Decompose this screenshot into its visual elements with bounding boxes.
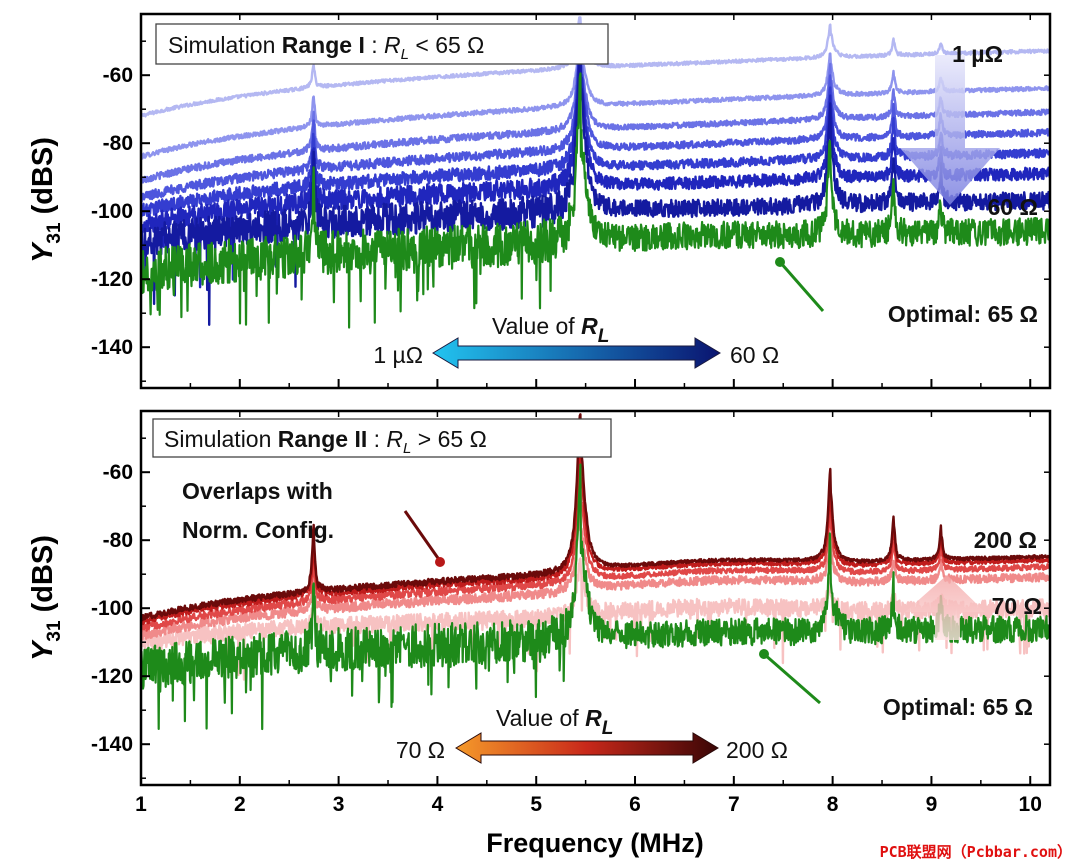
overlap-line-1: Overlaps with (182, 478, 333, 504)
bottom-title-box (152, 418, 612, 458)
bottom-ylabel-sub: 31 (44, 620, 65, 642)
bottom-title-cond: > 65 Ω (411, 426, 486, 452)
bottom-arrow-title: Value of RL (496, 705, 613, 739)
bottom-double-arrow-icon (455, 732, 719, 764)
bottom-title-sub: L (403, 440, 411, 457)
bottom-xtick-label-1: 2 (234, 793, 246, 816)
bottom-series-line-5 (141, 463, 1050, 731)
bottom-xtick-label-5: 6 (629, 793, 641, 816)
bottom-arrow-left: 70 Ω (396, 737, 445, 763)
top-title: Simulation Range I : RL < 65 Ω (168, 32, 484, 63)
decrease-arrow-icon (900, 55, 1000, 205)
top-title-sep: : (365, 32, 384, 58)
bottom-arrow-right: 200 Ω (726, 737, 788, 763)
top-series-line-4 (141, 37, 1050, 217)
top-title-box (155, 23, 609, 65)
bottom-arrow-sub: L (602, 718, 614, 739)
bottom-ytick-label-2: -100 (91, 597, 133, 620)
top-arrow-var: R (581, 313, 598, 339)
top-ytick-label-1: -80 (103, 132, 133, 155)
increase-arrow-icon (905, 575, 985, 640)
bottom-xtick-label-6: 7 (728, 793, 740, 816)
top-label-max: 60 Ω (988, 194, 1038, 220)
bottom-title-sep: : (367, 426, 386, 452)
top-title-prefix: Simulation (168, 32, 282, 58)
top-series-line-1 (141, 33, 1050, 160)
top-plot-frame (139, 12, 1052, 390)
bottom-series-line-4 (141, 413, 1050, 622)
bottom-optimal-dot (759, 649, 769, 659)
bottom-ytick-label-3: -120 (91, 665, 133, 688)
top-y-axis-label: Y31 (dBS) (27, 137, 65, 263)
bottom-series-line-3 (141, 440, 1050, 626)
top-title-var: R (384, 32, 401, 58)
top-axis-ticks: -60 -80 -100 -120 -140 (91, 14, 1050, 388)
top-series-line-5 (141, 41, 1050, 289)
overlap-dot (435, 557, 445, 567)
bottom-xtick-label-9: 10 (1019, 793, 1042, 816)
bottom-title: Simulation Range II : RL > 65 Ω (164, 426, 487, 457)
top-ylabel-main: Y (27, 241, 59, 263)
bottom-xtick-label-3: 4 (432, 793, 444, 816)
top-ylabel-unit: (dBS) (27, 137, 59, 222)
top-double-arrow-icon (432, 337, 721, 369)
top-arrow-left: 1 µΩ (373, 342, 423, 368)
bottom-xtick-label-4: 5 (530, 793, 542, 816)
top-optimal-leader (778, 261, 825, 312)
top-ytick-label-4: -140 (91, 336, 133, 359)
bottom-optimal-leader (763, 652, 821, 705)
bottom-title-prefix: Simulation (164, 426, 278, 452)
panel-range-2: -60 -80 -100 -120 -140 1 2 3 4 5 6 7 8 9 10 Simulation… (27, 409, 1052, 858)
bottom-series-line-1 (141, 506, 1050, 642)
top-series-line-6 (141, 50, 1050, 326)
top-series-line-2 (141, 38, 1050, 184)
bottom-xtick-label-0: 1 (135, 793, 147, 816)
top-series-group (141, 16, 1050, 329)
bottom-ytick-label-1: -80 (103, 529, 133, 552)
top-arrow-title: Value of RL (492, 313, 609, 347)
bottom-series-line-0 (141, 557, 1050, 697)
bottom-series-group (141, 413, 1050, 731)
bottom-plot-frame (139, 409, 1052, 787)
top-optimal-label: Optimal: 65 Ω (888, 301, 1038, 327)
bottom-xtick-label-2: 3 (333, 793, 345, 816)
top-ylabel-sub: 31 (44, 222, 65, 244)
top-title-range: Range I (282, 32, 365, 58)
top-series-line-7 (141, 72, 1050, 329)
bottom-ytick-label-0: -60 (103, 461, 133, 484)
top-arrow-right: 60 Ω (730, 342, 779, 368)
bottom-arrow-var: R (585, 705, 602, 731)
bottom-title-var: R (386, 426, 403, 452)
top-ytick-label-2: -100 (91, 200, 133, 223)
overlap-leader (403, 510, 442, 562)
bottom-xtick-label-7: 8 (827, 793, 839, 816)
top-arrow-sub: L (598, 326, 610, 347)
bottom-ytick-label-4: -140 (91, 733, 133, 756)
bottom-y-axis-label: Y31 (dBS) (27, 535, 65, 661)
bottom-title-range: Range II (278, 426, 367, 452)
top-ytick-label-0: -60 (103, 64, 133, 87)
top-label-min: 1 µΩ (952, 41, 1003, 67)
top-title-sub: L (401, 46, 409, 63)
bottom-arrow-title-text: Value of (496, 705, 585, 731)
top-ytick-label-3: -120 (91, 268, 133, 291)
top-arrow-title-text: Value of (492, 313, 581, 339)
bottom-optimal-label: Optimal: 65 Ω (883, 694, 1033, 720)
watermark: PCB联盟网（Pcbbar.com） (879, 843, 1072, 861)
top-optimal-dot (775, 257, 785, 267)
bottom-axis-ticks: -60 -80 -100 -120 -140 1 2 3 4 5 6 7 8 9 10 (91, 411, 1050, 816)
bottom-ylabel-main: Y (27, 639, 59, 661)
panel-range-1: -60 -80 -100 -120 -140 Simulation Range I : … (27, 12, 1052, 390)
top-series-line-3 (141, 38, 1050, 203)
bottom-series-line-2 (141, 475, 1050, 633)
bottom-xtick-label-8: 9 (926, 793, 938, 816)
x-axis-label: Frequency (MHz) (486, 828, 704, 858)
overlap-line-2: Norm. Config. (182, 517, 334, 543)
bottom-label-max: 200 Ω (974, 527, 1037, 553)
bottom-label-min: 70 Ω (992, 593, 1042, 619)
top-title-cond: < 65 Ω (409, 32, 484, 58)
bottom-ylabel-unit: (dBS) (27, 535, 59, 620)
